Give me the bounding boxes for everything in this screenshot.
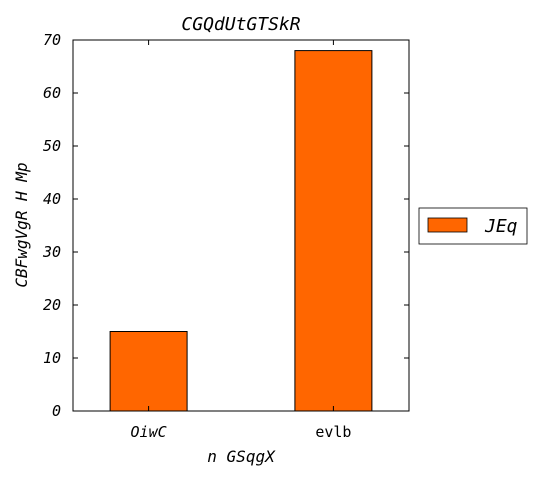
y-tick-label: 10 — [43, 349, 61, 367]
bar-oiwc — [109, 331, 188, 412]
y-tick-label: 70 — [43, 31, 61, 49]
x-tick-label: OiwC — [131, 423, 167, 441]
bars-group — [109, 50, 373, 412]
legend-label: JEq — [484, 216, 518, 237]
x-axis-label: n GSqgX — [207, 447, 276, 466]
bar-evlb — [294, 50, 373, 412]
y-tick-label: 60 — [43, 84, 61, 102]
y-axis-ticks: 0 10 20 30 40 50 60 70 — [42, 31, 409, 420]
y-tick-label: 20 — [43, 296, 61, 314]
y-tick-label: 30 — [42, 243, 61, 261]
plot-frame — [72, 39, 410, 412]
y-axis-label: CBFwgVgR H Mp — [12, 162, 31, 287]
legend: JEq — [418, 207, 528, 245]
chart-title: CGQdUtGTSkR — [181, 14, 300, 35]
x-tick-label: evlb — [315, 423, 351, 441]
legend-swatch — [427, 217, 468, 233]
y-tick-label: 0 — [52, 402, 61, 420]
plot-area: 0 10 20 30 40 50 60 70 OiwC evlb — [42, 31, 410, 441]
x-axis-ticks: OiwC evlb — [131, 40, 351, 441]
y-tick-label: 40 — [43, 190, 61, 208]
y-tick-label: 50 — [43, 137, 61, 155]
